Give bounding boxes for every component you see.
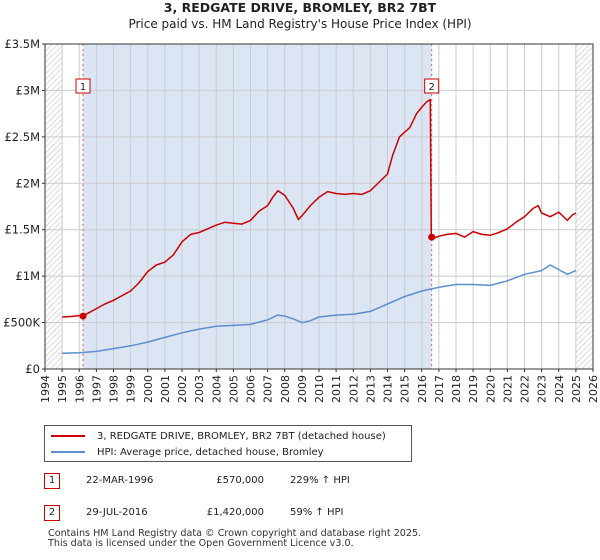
footer-license: This data is licensed under the Open Gov… [48, 538, 354, 549]
x-tick-label: 2024 [553, 375, 566, 403]
x-tick-label: 2019 [467, 375, 480, 403]
x-tick-label: 2012 [347, 375, 360, 403]
footer: Contains HM Land Registry data © Crown c… [48, 529, 421, 549]
property-price-line [62, 98, 577, 318]
sale-marker-badge: 2 [44, 505, 60, 521]
x-tick-label: 2003 [193, 375, 206, 403]
y-tick-label: £3M [15, 83, 40, 97]
legend-label-property: 3, REDGATE DRIVE, BROMLEY, BR2 7BT (deta… [97, 430, 386, 442]
x-tick-label: 2004 [210, 375, 223, 403]
hatched-region [45, 44, 63, 369]
sale-point [79, 312, 87, 320]
x-tick-label: 1996 [73, 375, 86, 403]
sale-hpi-change: 229% ↑ HPI [290, 475, 350, 486]
x-tick-label: 2021 [501, 375, 514, 403]
sale-row: 2 29-JUL-2016 £1,420,000 59% ↑ HPI [44, 505, 464, 525]
x-tick-label: 2005 [227, 375, 240, 403]
legend-item-property: 3, REDGATE DRIVE, BROMLEY, BR2 7BT (deta… [51, 429, 386, 443]
sale-row: 1 22-MAR-1996 £570,000 229% ↑ HPI [44, 473, 464, 493]
x-tick-label: 2022 [519, 375, 532, 403]
footer-copyright: Contains HM Land Registry data © Crown c… [48, 528, 422, 539]
x-tick-label: 2026 [587, 375, 600, 403]
x-tick-label: 2002 [176, 375, 189, 403]
sale-marker-label: 2 [428, 82, 434, 93]
x-tick-label: 2006 [245, 375, 258, 403]
sale-marker-box [424, 78, 440, 94]
x-tick-label: 2011 [330, 375, 343, 403]
y-tick-label: £1M [15, 269, 40, 283]
sale-marker-box [75, 78, 91, 94]
x-tick-label: 1994 [39, 375, 52, 403]
y-tick-label: £0 [25, 362, 40, 376]
x-tick-label: 2016 [416, 375, 429, 403]
x-tick-label: 2018 [450, 375, 463, 403]
sale-date: 29-JUL-2016 [86, 507, 148, 518]
x-tick-label: 2007 [262, 375, 275, 403]
hpi-line [62, 264, 577, 354]
legend-item-hpi: HPI: Average price, detached house, Brom… [51, 445, 324, 459]
y-tick-label: £3.5M [4, 37, 40, 51]
y-tick-label: £500K [3, 316, 40, 330]
x-tick-label: 2017 [433, 375, 446, 403]
chart-title: 3, REDGATE DRIVE, BROMLEY, BR2 7BT [163, 0, 437, 15]
x-tick-label: 1998 [108, 375, 121, 403]
sale-hpi-change: 59% ↑ HPI [290, 507, 344, 518]
price-chart: 1 2 £0 £500K £1M £1.5M £2M £2.5M £3M £3.5M 1994 19… [3, 37, 600, 403]
x-tick-label: 2025 [570, 375, 583, 403]
x-tick-label: 2023 [536, 375, 549, 403]
legend: 3, REDGATE DRIVE, BROMLEY, BR2 7BT (deta… [44, 425, 412, 462]
ownership-period-shade [83, 44, 432, 369]
x-tick-label: 2020 [484, 375, 497, 403]
x-tick-label: 2014 [382, 375, 395, 403]
legend-swatch-property [51, 435, 85, 437]
y-tick-label: £1.5M [4, 223, 40, 237]
y-tick-label: £2M [15, 176, 40, 190]
sale-date: 22-MAR-1996 [86, 475, 154, 486]
x-tick-label: 2009 [296, 375, 309, 403]
x-tick-label: 2008 [279, 375, 292, 403]
legend-label-hpi: HPI: Average price, detached house, Brom… [97, 446, 324, 458]
legend-swatch-hpi [51, 451, 85, 453]
sale-price: £570,000 [216, 475, 264, 486]
x-tick-label: 2001 [159, 375, 172, 403]
x-tick-label: 2013 [364, 375, 377, 403]
y-tick-label: £2.5M [4, 130, 40, 144]
chart-subtitle: Price paid vs. HM Land Registry's House … [128, 17, 472, 31]
sale-marker-label: 1 [80, 82, 86, 93]
x-tick-label: 2015 [399, 375, 412, 403]
x-tick-label: 2000 [142, 375, 155, 403]
hatched-region [575, 44, 593, 369]
x-tick-label: 1999 [125, 375, 138, 403]
sale-marker-badge: 1 [44, 473, 60, 489]
x-tick-label: 1997 [90, 375, 103, 403]
x-tick-label: 1995 [56, 375, 69, 403]
sale-point [428, 233, 436, 241]
sale-price: £1,420,000 [206, 507, 264, 518]
x-tick-label: 2010 [313, 375, 326, 403]
